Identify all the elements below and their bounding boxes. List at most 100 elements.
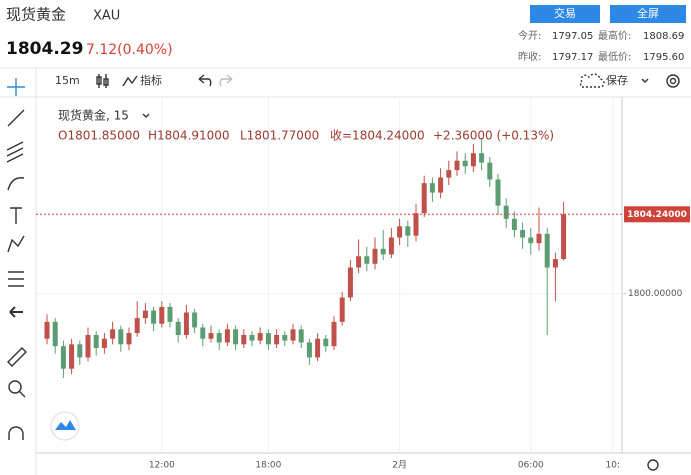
candle-body (159, 306, 165, 324)
candle-body (151, 310, 157, 324)
instrument-symbol: XAU (93, 9, 120, 24)
fullscreen-button-label[interactable]: 全屏 (637, 6, 659, 20)
candle-body (282, 334, 288, 341)
candle-body (85, 334, 91, 358)
candle-body (388, 237, 394, 255)
candle-body (134, 318, 140, 334)
trade-button-label[interactable]: 交易 (554, 6, 576, 20)
candle-body (142, 310, 148, 319)
candle-body (118, 329, 124, 345)
candle-body (446, 170, 452, 178)
candle-body (544, 233, 550, 268)
candle-body (511, 218, 517, 231)
legend-menu-icon[interactable] (142, 113, 150, 118)
legend-name: 现货黄金, 15 (58, 108, 129, 123)
candle-body (249, 334, 255, 341)
candle-body (462, 160, 468, 167)
candle-body (306, 342, 312, 358)
candle-body (503, 205, 509, 219)
indicator-button[interactable]: 指标 (140, 73, 162, 87)
candle-body (175, 321, 181, 335)
cloud-icon (580, 73, 605, 88)
x-tick-label: 2月 (392, 460, 407, 471)
candle-body (380, 248, 386, 255)
candle-body (298, 329, 304, 343)
candle-body (421, 183, 427, 214)
legend-open: O1801.85000 (58, 129, 140, 143)
stat-value: 1797.17 (552, 52, 593, 63)
candle-body (101, 338, 107, 349)
candle-body (372, 248, 378, 264)
candle-body (241, 334, 247, 345)
candle-body (126, 333, 132, 345)
candle-body (438, 177, 444, 193)
candle-body (52, 321, 58, 347)
y-tick-label: 1800.00000 (628, 289, 683, 299)
x-tick-label: 06:00 (518, 461, 544, 471)
candle-body (495, 179, 501, 206)
candle-body (274, 334, 280, 345)
candle-body (364, 256, 370, 264)
candle-body (167, 306, 173, 322)
candle-body (536, 233, 542, 244)
price-label-box (624, 206, 690, 223)
legend-high: H1804.91000 (148, 129, 230, 143)
trade-button[interactable] (530, 5, 600, 23)
candle-body (470, 153, 476, 167)
candle-body (208, 333, 214, 339)
candle-body (216, 333, 222, 343)
fullscreen-button[interactable] (610, 5, 686, 23)
save-menu-icon[interactable] (641, 78, 649, 83)
candle-body (290, 329, 296, 341)
candle-type-icon[interactable] (96, 74, 109, 88)
legend-close: 收=1804.24000 (330, 129, 425, 143)
price-change: 7.12(0.40%) (86, 42, 173, 58)
redo-icon[interactable] (219, 74, 233, 87)
candle-body (331, 321, 337, 347)
candle-body (429, 183, 435, 193)
settings-icon[interactable] (666, 74, 680, 88)
interval-button[interactable]: 15m (55, 74, 80, 87)
candle-body (60, 346, 66, 369)
candle-body (520, 230, 526, 238)
candle-body (397, 226, 403, 238)
stat-label: 昨收: (518, 50, 541, 63)
legend-change: +2.36000 (+0.13%) (433, 129, 554, 143)
candle-body (77, 344, 83, 358)
candle-body (224, 329, 230, 343)
indicator-icon[interactable] (122, 75, 138, 87)
stat-label: 最高价: (598, 29, 631, 42)
undo-icon[interactable] (198, 74, 212, 87)
stat-value: 1797.05 (552, 31, 593, 42)
stat-value: 1795.60 (643, 52, 684, 63)
candle-body (405, 226, 411, 236)
stat-label: 最低价: (598, 50, 631, 63)
save-button[interactable]: 保存 (606, 73, 628, 87)
candle-body (44, 321, 50, 339)
stat-label: 今开: (518, 29, 541, 42)
candle-body (347, 267, 353, 298)
candle-body (552, 259, 558, 268)
candle-body (339, 297, 345, 322)
candle-body (315, 338, 321, 358)
candle-body (323, 338, 329, 347)
candle-body (200, 327, 206, 339)
candle-body (192, 312, 198, 328)
price-label: 1804.24000 (627, 210, 687, 220)
candle-body (265, 333, 271, 345)
drawing-tools[interactable] (6, 78, 27, 440)
legend-low: L1801.77000 (240, 129, 319, 143)
candle-body (183, 312, 189, 335)
settings-icon-center[interactable] (669, 77, 677, 85)
candle-body (487, 162, 493, 180)
stat-value: 1808.69 (643, 31, 684, 42)
candle-body (69, 344, 75, 369)
candle-body (110, 329, 116, 339)
candle-body (257, 333, 263, 341)
candle-body (561, 214, 567, 260)
logo (55, 420, 76, 430)
instrument-title: 现货黄金 (6, 6, 66, 24)
candle-body (413, 213, 419, 236)
axis-settings-icon[interactable] (647, 459, 659, 471)
